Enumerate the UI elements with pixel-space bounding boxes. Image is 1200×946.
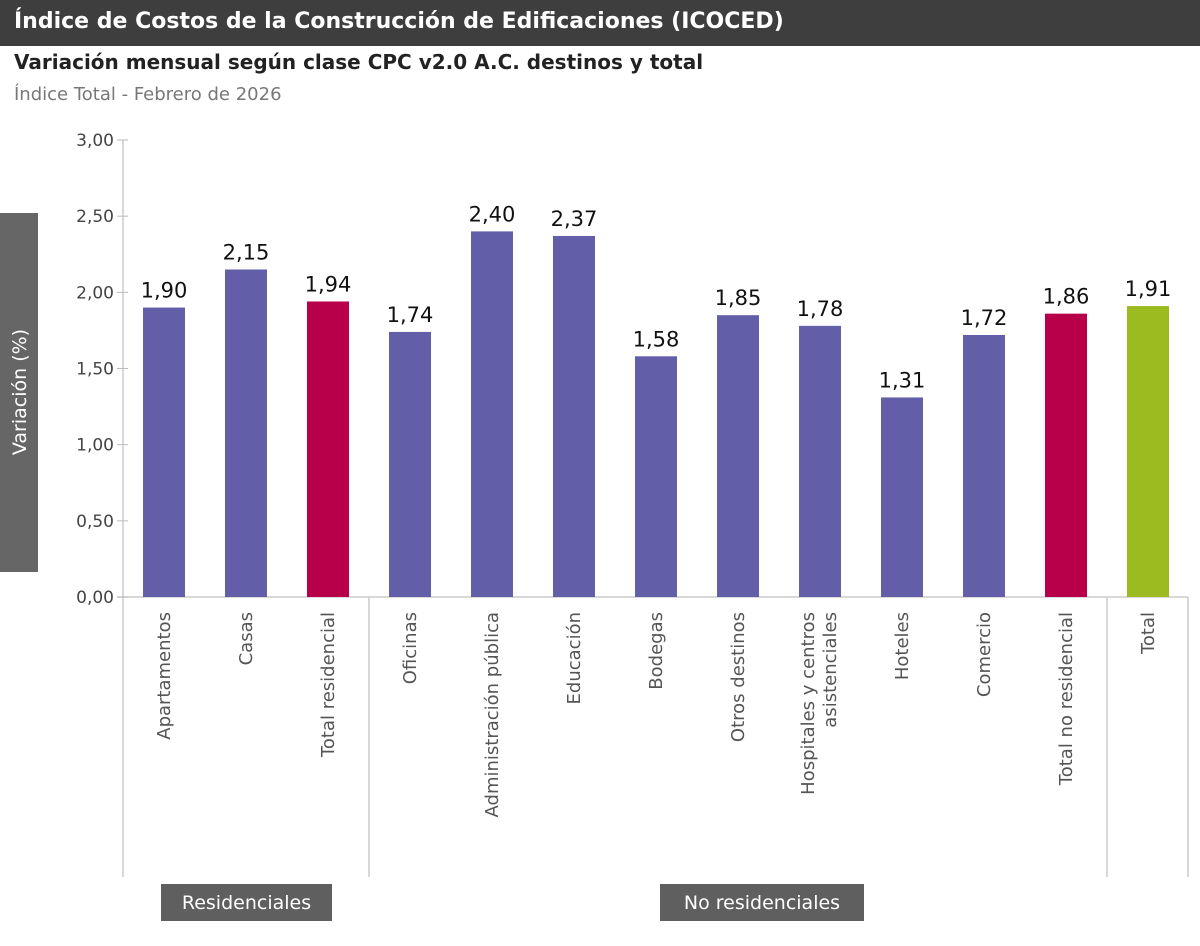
- x-tick-label: Otros destinos: [728, 612, 749, 742]
- bar: [389, 331, 431, 597]
- y-axis-label: Variación (%): [9, 329, 31, 455]
- data-label: 1,58: [633, 327, 680, 351]
- x-tick-label: Total: [1138, 612, 1159, 655]
- y-axis-label-box: [0, 213, 38, 572]
- bar: [881, 397, 923, 597]
- group-label: Residenciales: [182, 892, 311, 914]
- x-tick-label: Oficinas: [400, 612, 421, 684]
- bar: [635, 356, 677, 597]
- group-label-box: [161, 884, 332, 921]
- data-label: 1,74: [387, 303, 434, 327]
- bar: [307, 301, 349, 597]
- data-label: 1,86: [1043, 285, 1090, 309]
- x-tick-label: Total no residencial: [1056, 612, 1077, 786]
- data-label: 1,91: [1125, 277, 1172, 301]
- y-tick-label: 1,00: [76, 436, 114, 456]
- bar: [143, 307, 185, 597]
- data-label: 1,31: [879, 368, 926, 392]
- bar: [553, 235, 595, 597]
- x-tick-label: Comercio: [974, 612, 995, 697]
- data-label: 1,90: [141, 279, 188, 303]
- group-label: No residenciales: [684, 892, 840, 914]
- x-tick-label: Total residencial: [318, 612, 339, 758]
- data-label: 2,40: [469, 202, 516, 226]
- data-label: 2,37: [551, 207, 598, 231]
- bar: [471, 231, 513, 597]
- bar: [799, 325, 841, 597]
- x-tick-label: Bodegas: [646, 612, 667, 690]
- y-tick-label: 2,00: [76, 283, 114, 303]
- y-tick-label: 2,50: [76, 207, 114, 227]
- bar: [225, 269, 267, 597]
- chart-subtitle: Variación mensual según clase CPC v2.0 A…: [14, 50, 704, 74]
- x-tick-label: Hoteles: [892, 612, 913, 680]
- data-label: 1,85: [715, 286, 762, 310]
- bar: [1127, 306, 1169, 597]
- y-tick-label: 0,50: [76, 512, 114, 532]
- bar: [963, 334, 1005, 597]
- bar: [717, 315, 759, 597]
- data-label: 1,72: [961, 306, 1008, 330]
- data-label: 2,15: [223, 240, 270, 264]
- y-tick-label: 1,50: [76, 360, 114, 380]
- x-tick-label: Hospitales y centrosasistenciales: [798, 612, 841, 795]
- y-tick-label: 0,00: [76, 588, 114, 608]
- data-label: 1,94: [305, 272, 352, 296]
- x-tick-label: Casas: [236, 612, 257, 665]
- chart-title: Índice de Costos de la Construcción de E…: [0, 0, 1200, 46]
- group-label-box: [660, 884, 864, 921]
- x-tick-label: Apartamentos: [154, 612, 175, 740]
- x-tick-label: Educación: [564, 612, 585, 704]
- y-tick-label: 3,00: [76, 131, 114, 151]
- chart-subtitle-period: Índice Total - Febrero de 2026: [14, 84, 282, 105]
- x-tick-label: Administración pública: [482, 612, 503, 817]
- bar: [1045, 313, 1087, 597]
- data-label: 1,78: [797, 297, 844, 321]
